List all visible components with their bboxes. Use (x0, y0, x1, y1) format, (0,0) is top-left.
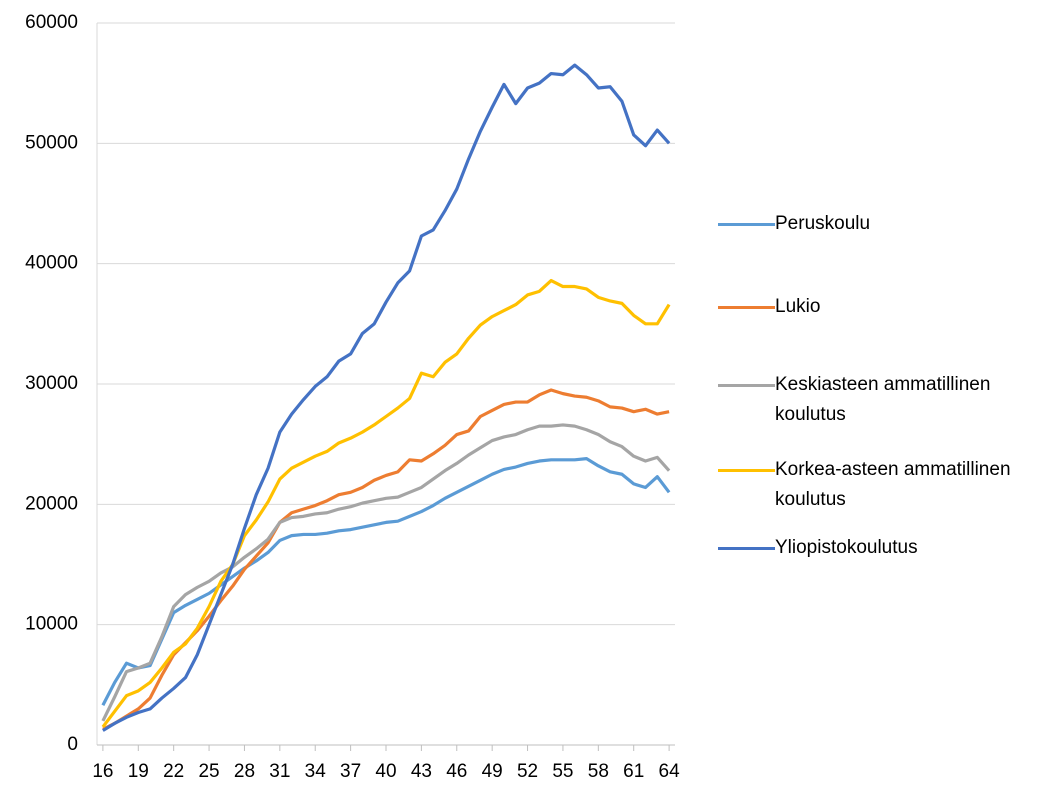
legend-item: Lukio (718, 292, 1048, 322)
x-tick-label: 16 (92, 761, 113, 782)
x-tick-label: 19 (128, 761, 149, 782)
legend-swatch (718, 469, 775, 472)
x-tick-label: 31 (269, 761, 290, 782)
x-tick-label: 22 (163, 761, 184, 782)
x-tick-label: 58 (588, 761, 609, 782)
legend-swatch (718, 223, 775, 226)
legend-label: Yliopistokoulutus (775, 537, 918, 558)
y-tick-label: 0 (67, 734, 78, 755)
line-series (102, 63, 671, 732)
y-tick-label: 20000 (25, 493, 78, 514)
line-series (102, 388, 670, 731)
line-series (101, 278, 671, 728)
legend-label: Peruskoulu (775, 213, 871, 234)
line-series (101, 457, 671, 707)
x-tick-label: 49 (482, 761, 503, 782)
legend-label: Keskiasteen ammatillinen koulutus (775, 374, 991, 425)
legend-item: Peruskoulu (718, 209, 1048, 239)
x-tick-label: 43 (411, 761, 432, 782)
legend-label: Korkea-asteen ammatillinen koulutus (775, 459, 1011, 510)
legend-swatch (718, 384, 775, 387)
y-tick-label: 40000 (25, 253, 78, 274)
y-tick-label: 60000 (25, 12, 78, 33)
y-tick-label: 10000 (25, 614, 78, 635)
legend-item: Yliopistokoulutus (718, 533, 1048, 563)
y-tick-label: 30000 (25, 373, 78, 394)
legend-label: Lukio (775, 296, 821, 317)
x-tick-label: 25 (198, 761, 219, 782)
x-tick-label: 28 (234, 761, 255, 782)
legend-swatch (718, 547, 775, 550)
x-tick-label: 64 (659, 761, 681, 782)
x-tick-label: 37 (340, 761, 361, 782)
y-tick-label: 50000 (25, 132, 78, 153)
legend-item: Keskiasteen ammatillinen koulutus (718, 370, 1048, 430)
x-tick-label: 34 (305, 761, 327, 782)
legend-item: Korkea-asteen ammatillinen koulutus (718, 455, 1048, 515)
x-tick-label: 55 (552, 761, 573, 782)
legend-swatch (718, 306, 775, 309)
line-series (101, 423, 671, 722)
x-tick-label: 40 (375, 761, 396, 782)
x-tick-label: 46 (446, 761, 467, 782)
x-tick-label: 61 (623, 761, 644, 782)
x-tick-label: 52 (517, 761, 538, 782)
